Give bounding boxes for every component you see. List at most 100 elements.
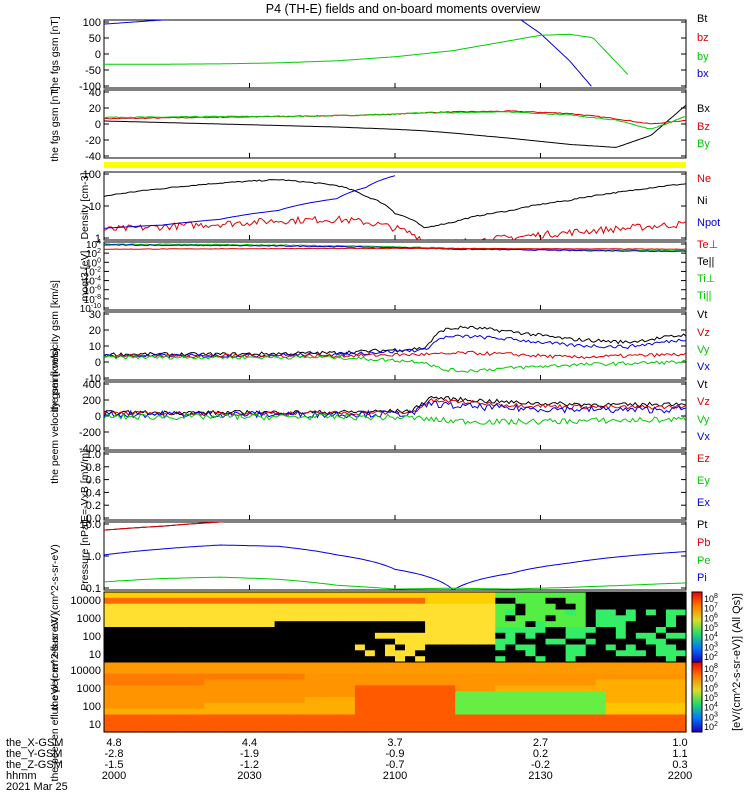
colorbar-tick-label: 107 <box>704 603 718 614</box>
ytick-label: -40 <box>85 151 101 163</box>
ytick-label: 104 <box>86 239 101 251</box>
colorbar-tick-label: 104 <box>704 702 718 713</box>
ytick-label: 0.1 <box>86 583 101 595</box>
legend-1: Vt <box>697 309 707 321</box>
y-axis-label: moqt3 [eV] <box>79 251 91 302</box>
y-axis-label: the peem velocity gsm [km/s] <box>49 348 61 483</box>
legend-1: Te⊥ <box>697 239 718 251</box>
spectrogram-cells <box>104 662 687 733</box>
legend-3: By <box>697 138 710 150</box>
legend-2: Ni <box>697 195 707 207</box>
legend-3: Ex <box>697 497 710 509</box>
ytick-label: 1 <box>95 233 101 245</box>
series-line-2 <box>104 244 686 253</box>
colorbar-tick-label: 108 <box>704 663 718 674</box>
ytick-label: 0 <box>95 119 101 131</box>
series-line-2 <box>104 33 629 75</box>
series-line-3 <box>104 350 686 360</box>
footer-row-label: the_Y-GSM <box>6 748 62 760</box>
legend-1: Ez <box>697 453 710 465</box>
ytick-label: 10000 <box>70 665 101 677</box>
ytick-label: 0.0 <box>86 513 101 525</box>
series-line-1 <box>104 20 592 87</box>
footer-value: 0.2 <box>533 748 548 760</box>
footer-value: 1.1 <box>672 748 687 760</box>
ytick-label: 100 <box>83 701 101 713</box>
legend-2: Ey <box>697 475 710 487</box>
y-axis-label: the peim velocity gsm [km/s] <box>49 280 61 412</box>
footer-value: 3.7 <box>387 737 402 749</box>
footer-value: 2000 <box>102 770 126 782</box>
ytick-label: 1000 <box>77 613 101 625</box>
footer-value: 4.4 <box>242 737 257 749</box>
panel-frame <box>103 311 687 381</box>
colorbar-tick-label: 102 <box>704 721 718 732</box>
colorbar-tick-label: 107 <box>704 673 718 684</box>
panel-frame <box>103 19 687 89</box>
footer-value: 2100 <box>383 770 407 782</box>
colorbar-tick-label: 102 <box>704 651 718 662</box>
ytick-label: 10-10 <box>80 303 101 315</box>
footer-value: 2030 <box>237 770 261 782</box>
ytick-label: 10000 <box>70 595 101 607</box>
panel-3: 100 10 1 Density [cm-3] Ne Ni Npot <box>79 169 720 245</box>
ytick-label: -100 <box>79 81 101 93</box>
colorbar <box>691 591 703 663</box>
ytick-label: 30 <box>89 309 101 321</box>
legend-2: Bz <box>697 121 710 133</box>
ytick-label: 100 <box>83 17 101 29</box>
ytick-label: 50 <box>89 33 101 45</box>
y-axis-label: the fgs gsm [nT] <box>49 86 61 161</box>
legend-4: Vx <box>697 431 710 443</box>
panel-2: 40 20 0 -20 -40 the fgs gsm [nT] Bx Bz By <box>49 86 710 163</box>
ytick-label: 10.0 <box>80 519 101 531</box>
ytick-label: 10 <box>89 719 101 731</box>
panel-10: 10000 1000 100 10 the peer en eflux eV/ (cm^… <box>49 613 718 782</box>
ytick-label: 0 <box>95 49 101 61</box>
series-line-2 <box>104 334 686 359</box>
series-line-3 <box>104 247 686 250</box>
series-line-3 <box>104 400 686 419</box>
legend-3: Vy <box>697 344 710 356</box>
ytick-label: -400 <box>79 443 101 455</box>
series-line-3 <box>104 175 396 229</box>
ytick-label: 10-4 <box>84 276 101 288</box>
ytick-label: 400 <box>83 379 101 391</box>
ytick-label: 0 <box>95 357 101 369</box>
legend-3: Vy <box>697 414 710 426</box>
legend-4: Ti|| <box>697 290 711 302</box>
series-line-2 <box>104 522 226 531</box>
panel-frame <box>103 521 687 591</box>
series-line-3 <box>104 111 686 130</box>
ytick-label: -200 <box>79 427 101 439</box>
footer-value: -0.9 <box>386 748 405 760</box>
legend-1: Ne <box>697 173 711 185</box>
ytick-label: 100 <box>83 169 101 181</box>
series-line-1 <box>104 179 686 229</box>
footer-row-label: the_X-GSM <box>6 737 63 749</box>
colorbar-tick-label: 105 <box>704 622 718 633</box>
colorbar-tick-label: 106 <box>704 612 718 623</box>
legend-4: Vx <box>697 361 710 373</box>
legend-1: Bx <box>697 103 710 115</box>
legend-2: bz <box>697 32 709 44</box>
y-axis-label: the peir en eflux eV/ (cm^2-s-sr-eV) <box>49 544 61 709</box>
footer-value: 4.8 <box>106 737 121 749</box>
footer-value: -1.9 <box>240 748 259 760</box>
panel-frame <box>103 241 687 311</box>
legend-3: Npot <box>697 217 720 229</box>
legend-1: Pt <box>697 519 707 531</box>
ytick-label: -10 <box>85 373 101 385</box>
series-line-3 <box>104 544 686 590</box>
figure-title: P4 (TH-E) fields and on-board moments ov… <box>266 2 541 16</box>
colorbar-tick-label: 104 <box>704 632 718 643</box>
spectrogram-cells <box>104 592 687 663</box>
footer-row-label: the_Z-GSM <box>6 759 63 771</box>
panel-frame <box>103 89 687 159</box>
series-line-2 <box>104 215 686 240</box>
footer-value: 2.7 <box>533 737 548 749</box>
ytick-label: 10-6 <box>84 285 101 297</box>
